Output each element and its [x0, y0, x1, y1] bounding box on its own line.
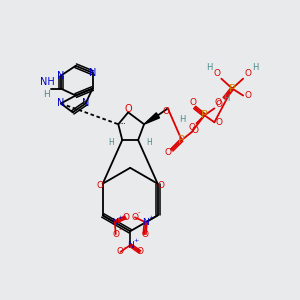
Text: N: N [57, 71, 64, 81]
Text: O: O [112, 230, 119, 239]
Text: N: N [111, 218, 118, 227]
Text: P: P [229, 84, 236, 94]
Text: O: O [162, 107, 169, 116]
Text: -: - [119, 226, 121, 232]
Text: O: O [136, 248, 143, 256]
Text: P: P [201, 110, 208, 120]
Text: -: - [138, 209, 140, 215]
Text: N: N [89, 68, 96, 78]
Text: O: O [164, 148, 171, 158]
Text: N: N [57, 98, 64, 108]
Text: N: N [82, 98, 89, 108]
Text: O: O [131, 213, 138, 222]
Text: O: O [157, 181, 164, 190]
Text: O: O [117, 248, 124, 256]
Text: O: O [216, 118, 223, 127]
Text: O: O [191, 126, 198, 135]
Text: O: O [96, 181, 103, 190]
Text: O: O [188, 123, 195, 132]
Text: ...: ... [119, 119, 126, 125]
Text: H: H [223, 94, 230, 103]
Text: O: O [214, 69, 221, 78]
Text: O: O [244, 69, 252, 78]
Text: +: + [133, 238, 138, 243]
Text: H: H [252, 63, 258, 72]
Text: H: H [44, 90, 50, 99]
Text: O: O [215, 98, 222, 107]
Text: O: O [141, 230, 148, 239]
Text: O: O [189, 98, 196, 107]
Text: N: N [127, 241, 134, 250]
Text: +: + [118, 215, 123, 220]
Text: O: O [122, 213, 129, 222]
Polygon shape [144, 113, 160, 124]
Text: O: O [124, 104, 132, 114]
Text: H: H [206, 63, 213, 72]
Text: +: + [148, 215, 154, 220]
Text: O: O [216, 100, 223, 109]
Text: -: - [123, 244, 126, 250]
Text: O: O [244, 91, 252, 100]
Text: H: H [146, 138, 152, 147]
Text: H: H [109, 138, 114, 147]
Text: N: N [142, 218, 149, 227]
Text: NH: NH [40, 76, 54, 87]
Text: H: H [179, 115, 186, 124]
Text: P: P [178, 135, 185, 145]
